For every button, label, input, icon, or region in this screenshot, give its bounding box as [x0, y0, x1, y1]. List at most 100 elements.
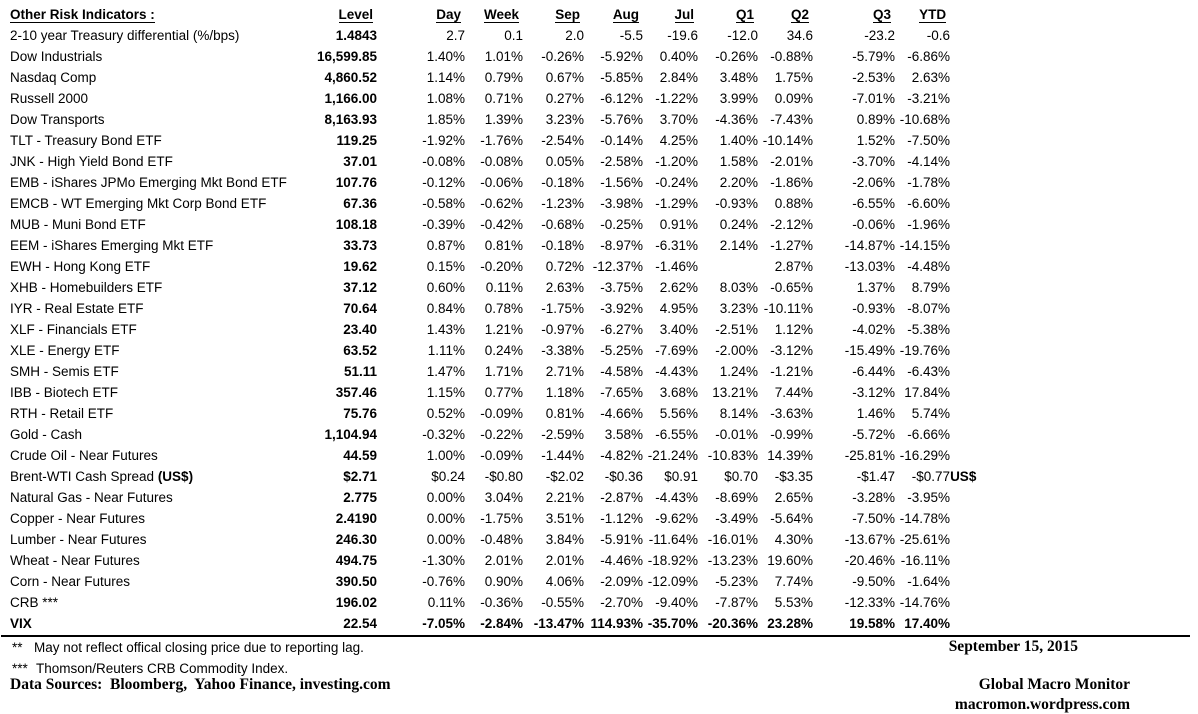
- cell-value: -4.43%: [655, 364, 699, 379]
- cell-level: 51.11: [344, 364, 378, 379]
- cell-value: -2.01%: [770, 154, 814, 169]
- cell-value: -14.87%: [844, 238, 896, 253]
- cell-value: -7.69%: [655, 343, 699, 358]
- cell-value: -0.08%: [480, 154, 524, 169]
- cell-value: 7.74%: [774, 574, 814, 589]
- cell-value: 3.48%: [719, 70, 759, 85]
- cell-value: 4.95%: [659, 301, 699, 316]
- cell-value: -0.09%: [480, 448, 524, 463]
- table-row: Corn - Near Futures 390.50 -0.76% 0.90% 4.06…: [10, 571, 998, 592]
- cell-value: -0.32%: [422, 427, 466, 442]
- row-label: TLT - Treasury Bond ETF: [10, 133, 162, 148]
- cell-value: -14.78%: [899, 511, 951, 526]
- row-label: XLF - Financials ETF: [10, 322, 137, 337]
- cell-value: -35.70%: [647, 616, 699, 631]
- cell-value: -0.6: [926, 28, 951, 43]
- row-label: Lumber - Near Futures: [10, 532, 147, 547]
- cell-value: -7.50%: [907, 133, 951, 148]
- column-header-sep: Sep: [555, 6, 581, 23]
- cell-level: 390.50: [335, 574, 378, 589]
- cell-value: -3.38%: [541, 343, 585, 358]
- cell-value: -0.93%: [715, 196, 759, 211]
- cell-value: -1.21%: [770, 364, 814, 379]
- cell-value: -1.30%: [422, 553, 466, 568]
- cell-value: -21.24%: [647, 448, 699, 463]
- cell-value: -5.5: [619, 28, 644, 43]
- cell-value: -0.36%: [480, 595, 524, 610]
- cell-level: 70.64: [343, 301, 378, 316]
- row-label: Copper - Near Futures: [10, 511, 146, 526]
- report-date: September 15, 2015: [948, 638, 1078, 655]
- cell-value: -0.26%: [715, 49, 759, 64]
- cell-value: 2.14%: [719, 238, 759, 253]
- cell-value: -0.97%: [541, 322, 585, 337]
- cell-value: 0.89%: [856, 112, 896, 127]
- table-row: Lumber - Near Futures 246.30 0.00% -0.48% 3.…: [10, 529, 998, 550]
- cell-value: 1.52%: [856, 133, 896, 148]
- table-row: EEM - iShares Emerging Mkt ETF 33.73 0.87%…: [10, 235, 998, 256]
- cell-value: 1.75%: [774, 70, 814, 85]
- cell-value: -0.09%: [480, 406, 524, 421]
- cell-value: -0.06%: [852, 217, 896, 232]
- cell-value: 8.03%: [719, 280, 759, 295]
- table-title: Other Risk Indicators :: [10, 6, 155, 23]
- cell-value: -$1.47: [856, 469, 896, 484]
- cell-level: 63.52: [343, 343, 378, 358]
- publication-name: Global Macro Monitor: [978, 676, 1130, 693]
- cell-value: -1.22%: [655, 91, 699, 106]
- row-label: Gold - Cash: [10, 427, 83, 442]
- row-label: Natural Gas - Near Futures: [10, 490, 173, 505]
- table-row: EWH - Hong Kong ETF 19.62 0.15% -0.20% 0.72%…: [10, 256, 998, 277]
- row-label: 2-10 year Treasury differential (%/bps): [10, 28, 240, 43]
- cell-value: 0.05%: [545, 154, 585, 169]
- cell-value: -4.58%: [600, 364, 644, 379]
- cell-value: 1.40%: [426, 49, 466, 64]
- cell-level: 37.01: [343, 154, 378, 169]
- cell-level: 75.76: [343, 406, 378, 421]
- cell-value: -0.22%: [480, 427, 524, 442]
- cell-value: -6.55%: [852, 196, 896, 211]
- cell-value: -$3.35: [774, 469, 814, 484]
- table-row: Crude Oil - Near Futures 44.59 1.00% -0.09%…: [10, 445, 998, 466]
- column-header-week: Week: [484, 6, 520, 23]
- cell-extra: [950, 508, 998, 529]
- cell-extra: [950, 487, 998, 508]
- cell-value: -18.92%: [647, 553, 699, 568]
- cell-level: 22.54: [343, 616, 378, 631]
- table-row: Brent-WTI Cash Spread (US$) $2.71 $0.24 -$0…: [10, 466, 998, 487]
- cell-value: -12.0: [727, 28, 759, 43]
- cell-extra: [950, 340, 998, 361]
- cell-value: 1.24%: [719, 364, 759, 379]
- cell-value: -14.76%: [899, 595, 951, 610]
- cell-value: 0.00%: [426, 532, 466, 547]
- cell-value: 1.37%: [856, 280, 896, 295]
- cell-value: -0.18%: [541, 238, 585, 253]
- cell-value: -13.67%: [844, 532, 896, 547]
- row-label: Crude Oil - Near Futures: [10, 448, 158, 463]
- row-label: MUB - Muni Bond ETF: [10, 217, 146, 232]
- table-row: SMH - Semis ETF 51.11 1.47% 1.71% 2.71% -4.58…: [10, 361, 998, 382]
- cell-extra: [950, 151, 998, 172]
- cell-level: 33.73: [343, 238, 378, 253]
- cell-value: 3.40%: [659, 322, 699, 337]
- cell-level: 357.46: [335, 385, 378, 400]
- table-row: IYR - Real Estate ETF 70.64 0.84% 0.78% -1.7…: [10, 298, 998, 319]
- cell-value: 0.00%: [426, 490, 466, 505]
- cell-value: 0.60%: [426, 280, 466, 295]
- cell-value: -12.37%: [592, 259, 644, 274]
- cell-value: -2.06%: [852, 175, 896, 190]
- cell-value: 0.11%: [485, 280, 524, 295]
- cell-value: 0.00%: [426, 511, 466, 526]
- risk-indicators-table: Other Risk Indicators : Level Day Week S…: [10, 4, 998, 634]
- table-bottom-rule: [1, 635, 1190, 637]
- cell-value: 0.79%: [484, 70, 524, 85]
- row-label: XHB - Homebuilders ETF: [10, 280, 163, 295]
- cell-value: 17.40%: [904, 616, 951, 631]
- row-label: Dow Transports: [10, 112, 105, 127]
- cell-value: 8.14%: [719, 406, 759, 421]
- cell-value: 1.58%: [719, 154, 759, 169]
- cell-level: $2.71: [343, 469, 378, 484]
- table-row: 2-10 year Treasury differential (%/bps) 1…: [10, 25, 998, 46]
- cell-value: -3.98%: [600, 196, 644, 211]
